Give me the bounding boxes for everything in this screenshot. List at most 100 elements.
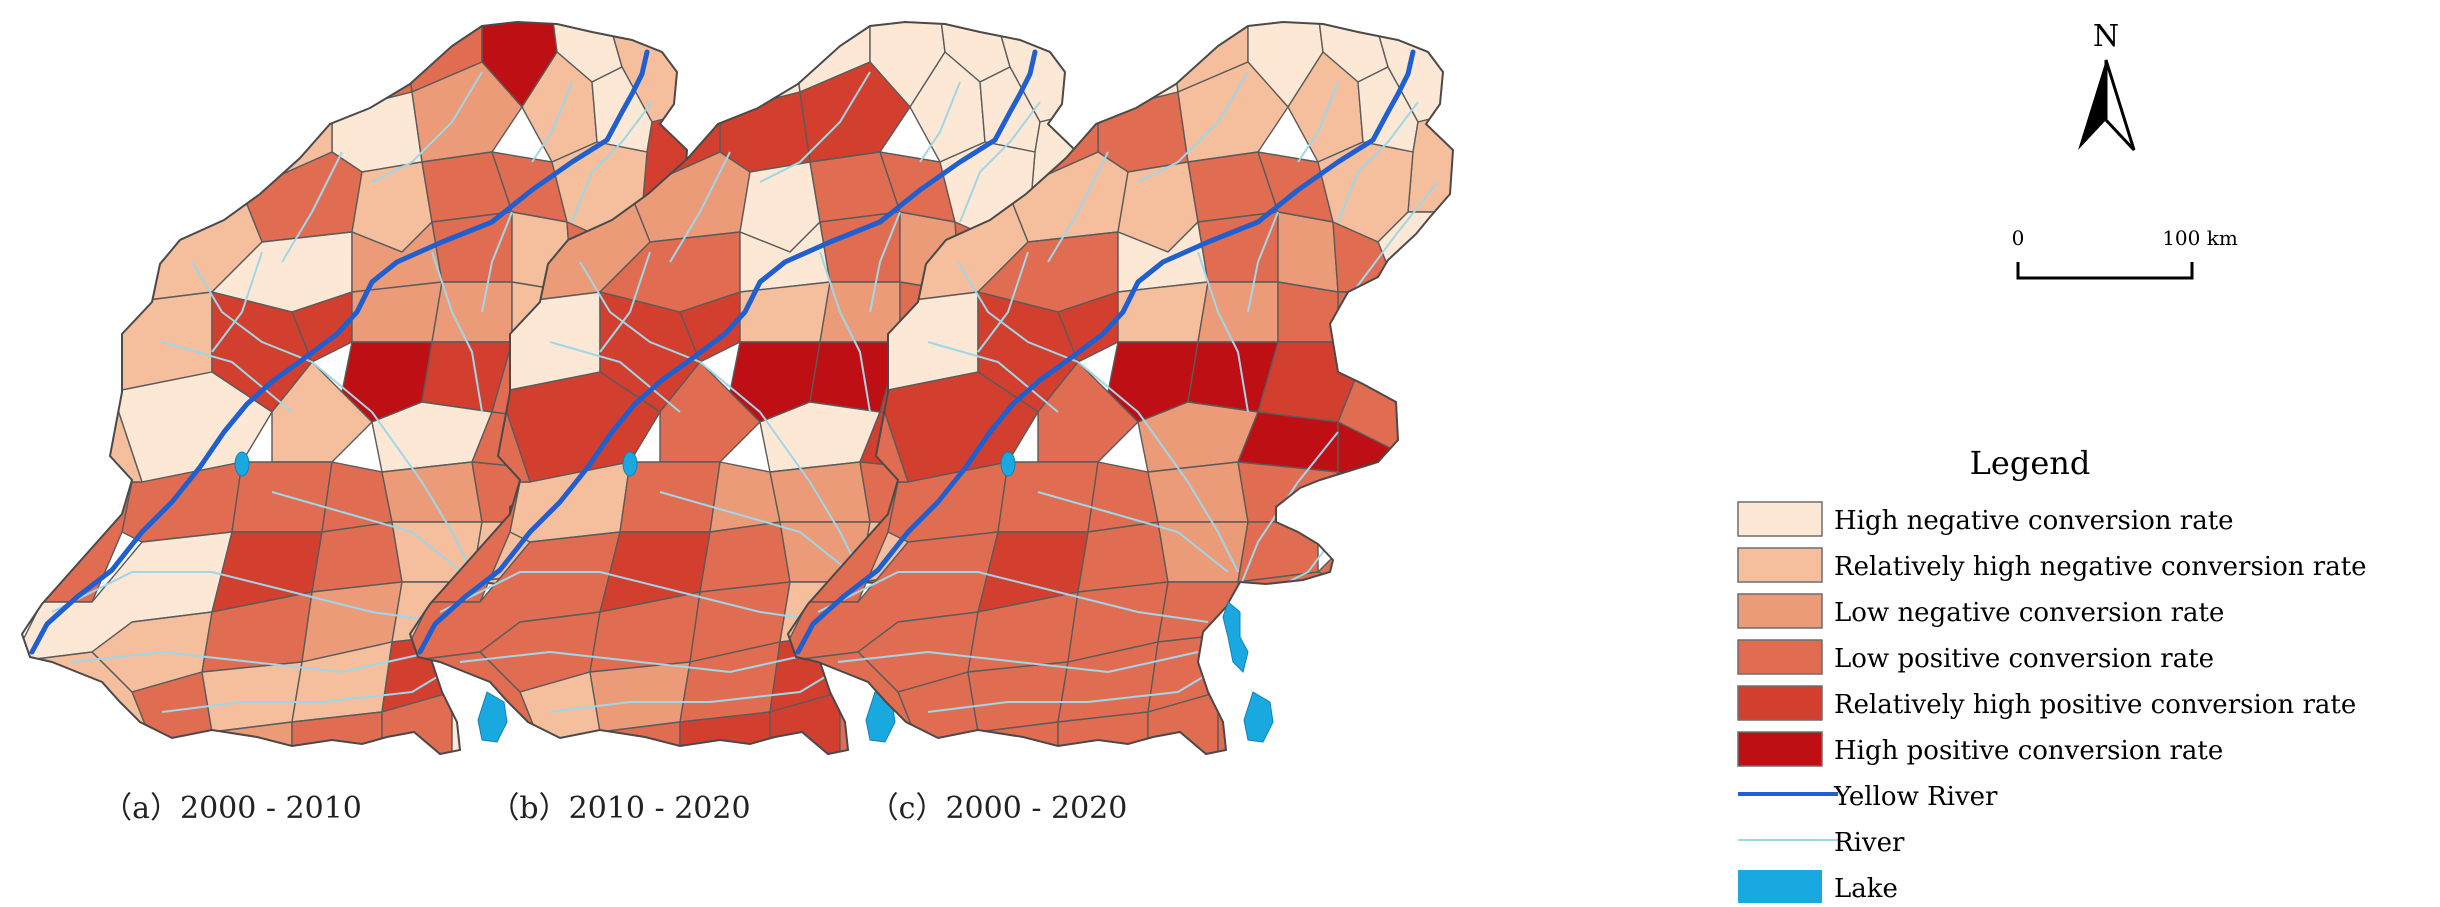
map-region bbox=[699, 521, 791, 593]
north-arrow-right-half bbox=[2104, 59, 2136, 152]
lake-shape bbox=[477, 691, 508, 743]
yellow-river-line bbox=[417, 49, 1038, 655]
legend-item: Low positive conversion rate bbox=[1737, 639, 2214, 675]
river-line bbox=[459, 650, 821, 674]
lake-shape bbox=[1222, 601, 1249, 673]
lake-shape bbox=[1000, 451, 1016, 477]
scale-bar-left-label: 0 bbox=[2012, 226, 2025, 250]
map-region bbox=[1317, 471, 1379, 523]
basin-outline bbox=[786, 20, 1455, 756]
map-region bbox=[1458, 32, 1478, 802]
scale-bar-right-label: 100 km bbox=[2162, 226, 2238, 250]
legend-swatch bbox=[1737, 639, 1823, 675]
river-line bbox=[919, 81, 961, 163]
river-line bbox=[1297, 81, 1339, 163]
map-caption: （c）2000 - 2020 bbox=[869, 791, 1128, 826]
legend-item: Yellow River bbox=[1738, 782, 1998, 812]
river-line bbox=[191, 261, 473, 573]
river-line bbox=[571, 101, 653, 223]
legend-item: Relatively high negative conversion rate bbox=[1737, 547, 2367, 583]
river-line bbox=[51, 571, 443, 623]
map-region bbox=[1147, 691, 1219, 754]
legend-swatch bbox=[1737, 731, 1823, 767]
legend-label: River bbox=[1834, 828, 1905, 858]
map-region bbox=[819, 211, 901, 283]
legend-label: Low positive conversion rate bbox=[1834, 644, 2214, 674]
river-line bbox=[71, 650, 433, 674]
river-line bbox=[927, 341, 1059, 413]
map-region bbox=[599, 721, 681, 754]
map-region bbox=[1377, 451, 1453, 533]
river-line bbox=[959, 101, 1041, 223]
river-line bbox=[1197, 251, 1249, 413]
map-region bbox=[1277, 211, 1339, 293]
river-line bbox=[869, 211, 901, 313]
map-region bbox=[1337, 291, 1453, 373]
legend-label: Yellow River bbox=[1833, 782, 1998, 812]
river-line bbox=[669, 151, 731, 263]
map-region bbox=[381, 461, 483, 523]
map-region bbox=[1147, 461, 1249, 523]
lake-shape bbox=[234, 451, 250, 477]
legend-swatch bbox=[1737, 685, 1823, 721]
map-region bbox=[291, 711, 383, 754]
legend-item: Lake bbox=[1738, 870, 1898, 904]
river-line bbox=[819, 251, 871, 413]
legend-swatch bbox=[1737, 547, 1823, 583]
legend-swatch bbox=[1737, 593, 1823, 629]
map-caption: （b）2010 - 2020 bbox=[489, 791, 750, 826]
yellow-river-line bbox=[29, 49, 650, 655]
map-region bbox=[211, 721, 293, 754]
river-line bbox=[1337, 311, 1409, 373]
river-line bbox=[211, 251, 263, 353]
lake-shape bbox=[622, 451, 638, 477]
legend-label: Low negative conversion rate bbox=[1834, 598, 2224, 628]
river-line bbox=[281, 151, 343, 263]
yellow-river-line bbox=[795, 49, 1416, 655]
river-line bbox=[579, 261, 861, 573]
legend-item: High positive conversion rate bbox=[1737, 731, 2223, 767]
river-line bbox=[1247, 211, 1279, 313]
map-region bbox=[977, 721, 1059, 754]
river-line bbox=[161, 661, 463, 713]
map-region bbox=[381, 691, 453, 754]
river-line bbox=[927, 661, 1229, 713]
river-line bbox=[1137, 71, 1249, 183]
map-region bbox=[1407, 111, 1453, 213]
legend-label: Relatively high positive conversion rate bbox=[1834, 690, 2356, 720]
river-line bbox=[1047, 151, 1109, 263]
map-region bbox=[411, 61, 523, 163]
map-region bbox=[1077, 521, 1169, 593]
map-region bbox=[967, 661, 1069, 733]
map-region bbox=[769, 691, 841, 754]
map-region bbox=[769, 461, 871, 523]
map-region bbox=[679, 711, 771, 754]
map-region bbox=[1057, 711, 1149, 754]
scale-bar: 0 100 km bbox=[2012, 226, 2238, 280]
map-region bbox=[311, 521, 403, 593]
north-arrow: N bbox=[2078, 19, 2136, 152]
legend-label: High negative conversion rate bbox=[1834, 506, 2234, 536]
river-line bbox=[1037, 491, 1229, 573]
map-region bbox=[799, 61, 911, 163]
river-line bbox=[161, 341, 293, 413]
map-region bbox=[589, 661, 691, 733]
map-region bbox=[1277, 281, 1339, 343]
legend-items: High negative conversion rate Relatively … bbox=[1737, 501, 2367, 904]
map-region bbox=[1317, 511, 1453, 613]
river-line bbox=[1337, 101, 1419, 223]
legend: Legend High negative conversion rate Rela… bbox=[1737, 444, 2367, 904]
legend-label: Relatively high negative conversion rate bbox=[1834, 552, 2367, 582]
lake-shape bbox=[1243, 691, 1274, 743]
map-region bbox=[201, 661, 303, 733]
river-line bbox=[431, 251, 483, 413]
river-line bbox=[531, 81, 573, 163]
river-line bbox=[957, 261, 1239, 573]
river-line bbox=[371, 71, 483, 183]
river-line bbox=[837, 650, 1199, 674]
legend-item: High negative conversion rate bbox=[1737, 501, 2234, 537]
maps-layer: （a）2000 - 2010 （b）2010 - 2020 （c）2000 - 20… bbox=[20, 20, 1478, 826]
river-line bbox=[817, 571, 1209, 623]
river-line bbox=[549, 661, 851, 713]
